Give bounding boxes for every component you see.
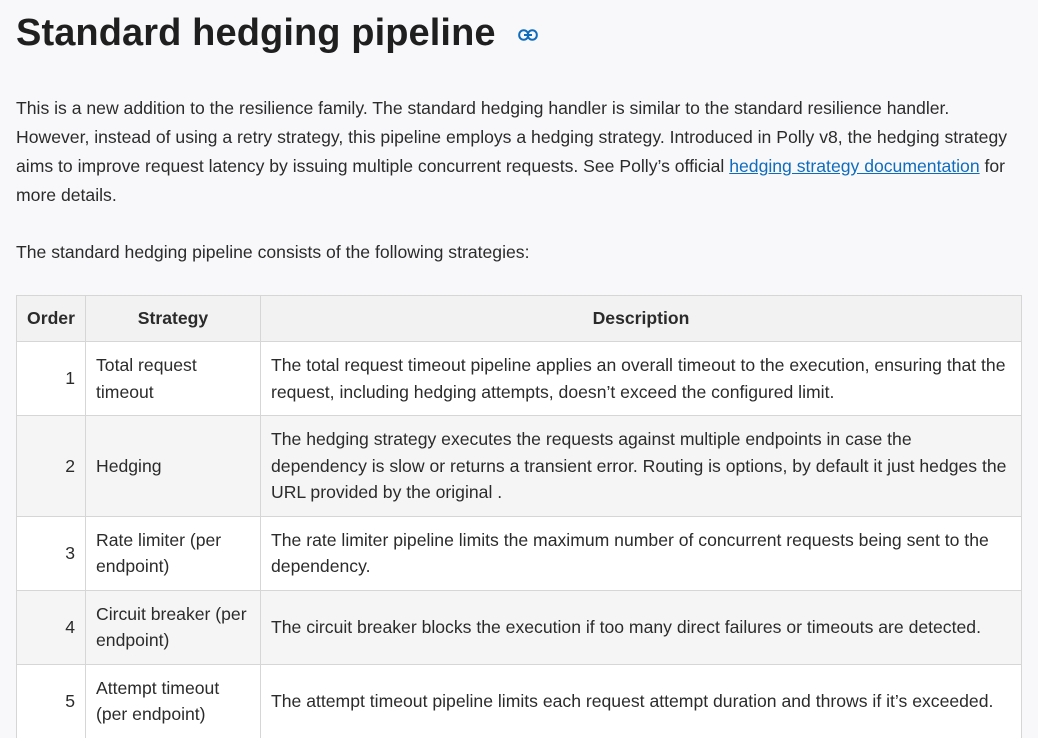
cell-order: 5: [16, 663, 86, 738]
lead-paragraph: The standard hedging pipeline consists o…: [16, 242, 530, 262]
cell-order: 3: [16, 515, 86, 591]
table-row: 1 Total request timeout The total reques…: [16, 341, 1022, 416]
link-icon[interactable]: [517, 29, 538, 41]
cell-description: The rate limiter pipeline limits the max…: [260, 515, 1022, 591]
table-row: 3 Rate limiter (per endpoint) The rate l…: [16, 515, 1022, 591]
cell-description: The attempt timeout pipeline limits each…: [260, 663, 1022, 738]
intro-paragraph: This is a new addition to the resilience…: [16, 94, 1022, 210]
cell-strategy: Circuit breaker (per endpoint): [85, 589, 261, 665]
cell-order: 4: [16, 589, 86, 665]
header-strategy: Strategy: [85, 295, 261, 342]
header-order: Order: [16, 295, 86, 342]
header-description: Description: [260, 295, 1022, 342]
table-row: 2 Hedging The hedging strategy executes …: [16, 415, 1022, 517]
cell-strategy: Total request timeout: [85, 341, 261, 416]
strategies-table: Order Strategy Description 1 Total reque…: [16, 295, 1022, 738]
page-title: Standard hedging pipeline: [16, 0, 1022, 56]
intro-text-before: This is a new addition to the resilience…: [16, 98, 1008, 176]
intro-text-after: for more details.: [16, 156, 1006, 205]
page-title-text: Standard hedging pipeline: [16, 12, 496, 54]
cell-order: 1: [16, 341, 86, 416]
cell-description: The total request timeout pipeline appli…: [260, 341, 1022, 416]
cell-description: The hedging strategy executes the reques…: [260, 415, 1022, 517]
hedging-docs-link[interactable]: hedging strategy documentation: [729, 156, 980, 176]
cell-strategy: Rate limiter (per endpoint): [85, 515, 261, 591]
cell-strategy: Attempt timeout (per endpoint): [85, 663, 261, 738]
table-header-row: Order Strategy Description: [16, 295, 1022, 342]
table-row: 5 Attempt timeout (per endpoint) The att…: [16, 663, 1022, 738]
cell-description: The circuit breaker blocks the execution…: [260, 589, 1022, 665]
cell-order: 2: [16, 415, 86, 517]
table-row: 4 Circuit breaker (per endpoint) The cir…: [16, 589, 1022, 665]
cell-strategy: Hedging: [85, 415, 261, 517]
